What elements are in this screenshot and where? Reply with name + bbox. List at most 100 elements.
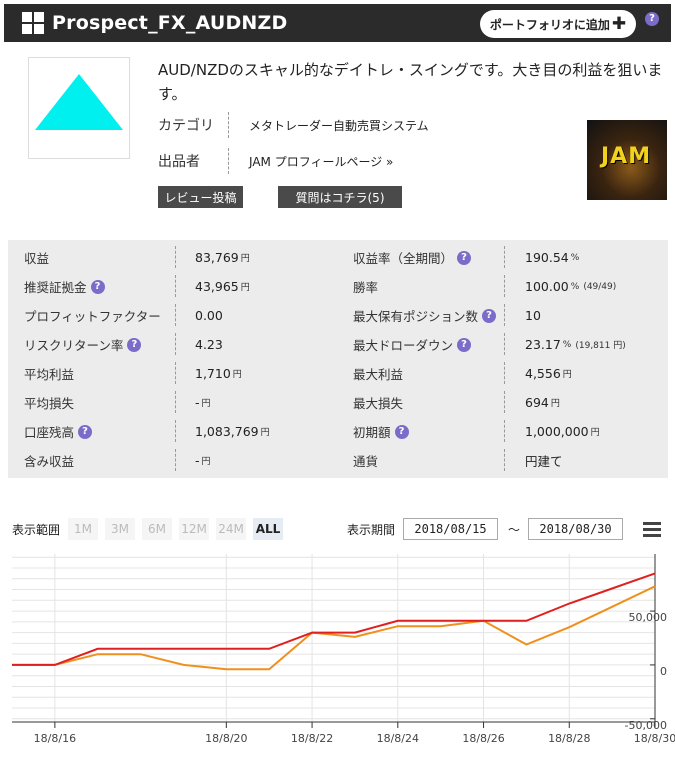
- stat-label: 含み収益: [24, 454, 75, 469]
- range-button-all[interactable]: ALL: [253, 518, 283, 540]
- stats-row: 推奨証拠金? 43,965 円 勝率 100.00% (49/49): [8, 272, 668, 301]
- stat-unit: 円: [550, 399, 560, 409]
- range-button-3m[interactable]: 3M: [105, 518, 135, 540]
- stat-key-cell: リスクリターン率?: [24, 330, 142, 359]
- stat-key-cell: 最大損失: [353, 388, 403, 417]
- end-date-input[interactable]: 2018/08/30: [528, 518, 623, 540]
- stats-row: リスクリターン率? 4.23 最大ドローダウン? 23.17% (19,811 円): [8, 330, 668, 359]
- stat-value: 4.23: [195, 337, 223, 352]
- stat-key-cell: 推奨証拠金?: [24, 272, 105, 301]
- stat-value-cell: -円: [195, 446, 211, 475]
- stat-value-cell: 4.23: [195, 330, 225, 359]
- divider: [504, 362, 505, 384]
- help-icon[interactable]: ?: [394, 424, 409, 439]
- range-button-12m[interactable]: 12M: [179, 518, 209, 540]
- stat-key-cell: 通貨: [353, 446, 378, 475]
- stat-unit: 円: [232, 370, 242, 380]
- range-button-1m[interactable]: 1M: [68, 518, 98, 540]
- help-icon[interactable]: ?: [645, 12, 659, 26]
- stat-value: 0.00: [195, 308, 223, 323]
- divider: [175, 391, 176, 413]
- stat-value: 23.17: [525, 337, 561, 352]
- divider: [504, 449, 505, 471]
- help-icon[interactable]: ?: [78, 424, 93, 439]
- stat-value: 83,769: [195, 250, 239, 265]
- seller-avatar: JAM: [587, 120, 667, 200]
- divider: [175, 304, 176, 326]
- stat-value-cell: 100.00% (49/49): [525, 272, 616, 301]
- help-icon[interactable]: ?: [127, 337, 142, 352]
- stats-table: 収益 83,769 円収益率（全期間）? 190.54% 推奨証拠金? 43,965 円勝率…: [8, 240, 668, 478]
- stats-row: 平均損失 - 円最大損失 694 円: [8, 388, 668, 417]
- stat-value-cell: -円: [195, 388, 211, 417]
- stat-unit: 円: [260, 428, 270, 438]
- stat-value: 1,000,000: [525, 424, 589, 439]
- stat-value-cell: 23.17% (19,811 円): [525, 330, 626, 359]
- stat-unit: 円: [240, 283, 250, 293]
- add-to-portfolio-label: ポートフォリオに追加: [489, 17, 610, 32]
- product-thumbnail: [28, 57, 130, 159]
- stat-value: 190.54: [525, 250, 569, 265]
- period-label: 表示期間: [347, 522, 396, 537]
- divider: [504, 391, 505, 413]
- ask-question-button[interactable]: 質問はコチラ(5): [278, 186, 402, 208]
- help-icon[interactable]: ?: [90, 279, 105, 294]
- stat-value-cell: 694 円: [525, 388, 564, 417]
- category-label: カテゴリ: [158, 118, 214, 134]
- stat-key-cell: 最大ドローダウン?: [353, 330, 472, 359]
- range-button-24m[interactable]: 24M: [216, 518, 246, 540]
- seller-row: 出品者 JAM プロフィールページ »: [158, 148, 393, 174]
- x-tick-label: 18/8/28: [548, 732, 590, 745]
- series-line: [12, 585, 656, 671]
- stat-value-cell: 0.00: [195, 301, 225, 330]
- stat-unit: %: [570, 252, 580, 263]
- plus-icon: ✚: [611, 13, 627, 34]
- seller-avatar-text: JAM: [601, 144, 652, 169]
- stat-unit: 円: [562, 370, 572, 380]
- stat-value-cell: 83,769 円: [195, 243, 250, 272]
- series-line: [12, 572, 656, 666]
- start-date-input[interactable]: 2018/08/15: [403, 518, 498, 540]
- range-button-6m[interactable]: 6M: [142, 518, 172, 540]
- grid-icon: [22, 12, 44, 34]
- x-tick-label: 18/8/30: [634, 732, 675, 745]
- date-separator: ～: [508, 522, 521, 537]
- stat-unit: 円: [240, 254, 250, 264]
- stat-key-cell: 初期額?: [353, 417, 409, 446]
- help-icon[interactable]: ?: [457, 250, 472, 265]
- stat-label: 推奨証拠金: [24, 280, 87, 295]
- divider: [504, 246, 505, 268]
- stat-key-cell: 口座残高?: [24, 417, 93, 446]
- stat-value-cell: 10: [525, 301, 547, 330]
- stat-key-cell: 平均利益: [24, 359, 74, 388]
- x-tick-label: 18/8/20: [205, 732, 247, 745]
- page-title: Prospect_FX_AUDNZD: [52, 12, 288, 34]
- add-to-portfolio-button[interactable]: ポートフォリオに追加 ✚: [480, 10, 636, 38]
- stat-label: 最大保有ポジション数: [353, 309, 479, 324]
- stat-value-cell: 190.54%: [525, 243, 583, 272]
- stats-row: 口座残高? 1,083,769 円 初期額? 1,000,000 円: [8, 417, 668, 446]
- divider: [504, 333, 505, 355]
- help-icon[interactable]: ?: [457, 337, 472, 352]
- category-value: メタトレーダー自動売買システム: [249, 118, 429, 133]
- divider: [504, 420, 505, 442]
- hamburger-menu-icon[interactable]: [643, 522, 661, 538]
- range-label: 表示範囲: [12, 522, 61, 537]
- help-icon[interactable]: ?: [482, 308, 497, 323]
- post-review-button[interactable]: レビュー投稿: [158, 186, 243, 208]
- y-tick-label: -50,000: [625, 719, 667, 732]
- stat-value: 1,083,769: [195, 424, 259, 439]
- seller-profile-link[interactable]: JAM プロフィールページ »: [249, 154, 394, 169]
- stat-value-cell: 43,965 円: [195, 272, 250, 301]
- stat-value-cell: 4,556 円: [525, 359, 576, 388]
- divider: [175, 246, 176, 268]
- stat-value: 1,710: [195, 366, 231, 381]
- stat-unit: 円: [201, 399, 211, 409]
- stat-key-cell: 収益率（全期間）?: [353, 243, 472, 272]
- stat-value: 694: [525, 395, 549, 410]
- stat-label: 最大損失: [353, 396, 404, 411]
- divider: [228, 112, 229, 138]
- x-tick-label: 18/8/22: [291, 732, 333, 745]
- y-tick-label: 50,000: [629, 611, 668, 624]
- stat-value-cell: 1,083,769 円: [195, 417, 270, 446]
